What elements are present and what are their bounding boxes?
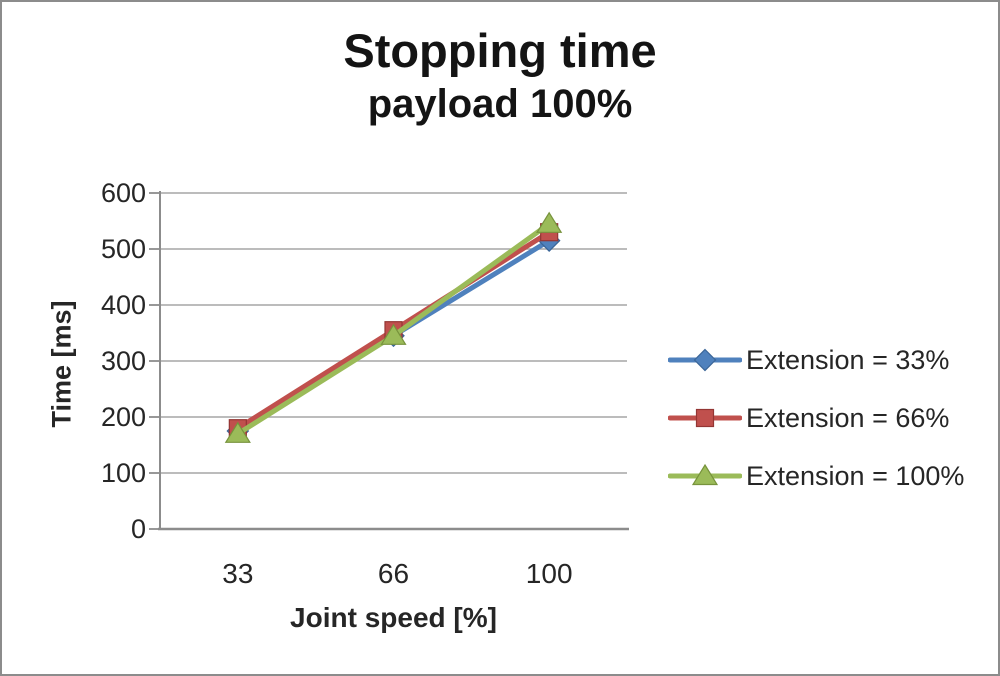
legend-marker bbox=[693, 348, 717, 372]
legend-item: Extension = 33% bbox=[668, 344, 964, 375]
chart-title-block: Stopping time payload 100% bbox=[2, 24, 998, 126]
legend-marker-diamond-icon bbox=[668, 348, 742, 372]
axes bbox=[149, 191, 629, 531]
legend-marker-square-icon bbox=[668, 408, 742, 428]
y-tick-label: 300 bbox=[101, 346, 146, 376]
legend-label: Extension = 100% bbox=[746, 460, 965, 491]
x-tick-label: 100 bbox=[526, 558, 573, 589]
legend: Extension = 33% Extension = 66% Extension … bbox=[668, 344, 965, 521]
legend-item: Extension = 100% bbox=[668, 460, 965, 491]
legend-marker-triangle-icon bbox=[668, 463, 742, 486]
chart-subtitle: payload 100% bbox=[367, 82, 633, 127]
series-extension-100- bbox=[224, 211, 563, 443]
y-tick-label: 0 bbox=[131, 514, 146, 544]
y-axis-title: Time [ms] bbox=[46, 300, 77, 428]
data-point-marker bbox=[380, 323, 407, 345]
x-tick-labels: 33 66 100 bbox=[222, 558, 572, 589]
y-tick-label: 200 bbox=[101, 402, 146, 432]
y-tick-label: 500 bbox=[101, 234, 146, 264]
y-tick-label: 100 bbox=[101, 458, 146, 488]
legend-label: Extension = 66% bbox=[746, 402, 950, 433]
data-point-marker bbox=[224, 421, 251, 443]
x-tick-label: 66 bbox=[378, 558, 409, 589]
chart-title: Stopping time bbox=[343, 24, 657, 77]
x-tick-label: 33 bbox=[222, 558, 253, 589]
y-tick-label: 600 bbox=[101, 178, 146, 208]
gridlines bbox=[160, 192, 627, 474]
legend-item: Extension = 66% bbox=[668, 402, 964, 433]
data-point-marker bbox=[536, 211, 563, 233]
x-axis-title: Joint speed [%] bbox=[290, 602, 497, 633]
y-tick-labels: 0 100 200 300 400 500 600 bbox=[101, 178, 146, 544]
legend-label: Extension = 33% bbox=[746, 344, 950, 375]
legend-marker bbox=[695, 408, 715, 428]
y-tick-label: 400 bbox=[101, 290, 146, 320]
legend-marker bbox=[691, 463, 719, 486]
